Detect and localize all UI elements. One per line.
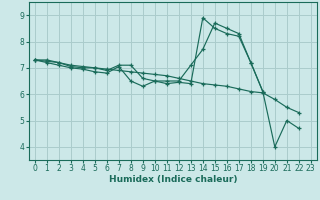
X-axis label: Humidex (Indice chaleur): Humidex (Indice chaleur) [108, 175, 237, 184]
